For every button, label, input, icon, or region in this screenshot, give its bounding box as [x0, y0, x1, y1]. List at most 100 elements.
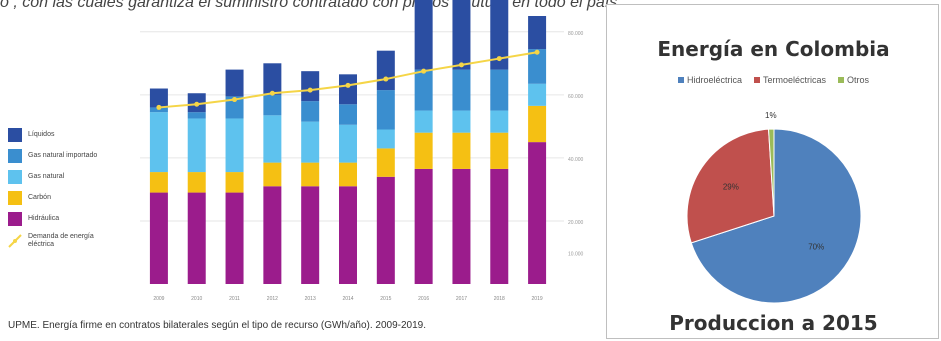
legend-swatch	[8, 128, 22, 142]
pie-slice-label: 70%	[808, 243, 824, 252]
legend-line-icon	[8, 234, 22, 248]
y-tick-label: 20.000	[568, 220, 584, 226]
pie-slice	[768, 128, 775, 217]
bar-segment	[225, 96, 244, 119]
demand-point	[458, 62, 464, 68]
demand-point	[156, 104, 162, 110]
legend-label: Gas natural importado	[28, 152, 98, 159]
bar-segment	[263, 115, 282, 163]
bar-segment	[528, 142, 547, 284]
bar-segment	[452, 110, 471, 133]
bar-segment	[301, 101, 320, 122]
demand-point	[194, 101, 200, 107]
bar-segment	[149, 192, 168, 284]
bar-segment	[490, 168, 509, 284]
bar-segment	[339, 162, 357, 187]
pie-legend-item-hidroelectrica: Hidroeléctrica	[677, 75, 742, 85]
bar-segment	[414, 110, 433, 133]
bar-segment	[187, 172, 206, 193]
x-tick-label: 2014	[342, 296, 353, 302]
bar-segment	[339, 74, 357, 105]
legend-item-liquidos: Líquidos	[8, 128, 128, 142]
bar-segment	[339, 104, 357, 125]
bar-segment	[528, 105, 547, 143]
legend-label: Carbón	[28, 194, 51, 201]
x-tick-label: 2009	[153, 296, 164, 302]
bar-segment	[263, 94, 282, 116]
bar-segment	[263, 162, 282, 187]
bar-segment	[187, 118, 206, 173]
legend-item-demanda: Demanda de energía eléctrica	[8, 233, 128, 249]
bar-segment	[490, 0, 509, 70]
y-tick-label: 10.000	[568, 251, 584, 257]
legend-label: Hidroeléctrica	[686, 75, 742, 85]
bar-segment	[376, 148, 395, 177]
bar-segment	[301, 162, 320, 187]
legend-swatch	[8, 149, 22, 163]
bar-segment	[452, 0, 471, 70]
bar-segment	[376, 176, 395, 284]
demand-point	[383, 76, 389, 82]
legend-item-carbon: Carbón	[8, 191, 128, 205]
bar-segment	[490, 110, 509, 133]
demand-point	[269, 90, 275, 96]
pie-chart-title: Energía en Colombia	[657, 37, 890, 61]
bar-segment	[225, 69, 244, 97]
x-tick-label: 2015	[380, 296, 391, 302]
bar-segment	[187, 112, 206, 119]
bar-segment	[263, 186, 282, 284]
bar-segment	[339, 124, 357, 163]
bar-segment	[452, 168, 471, 284]
pie-slice	[690, 128, 862, 304]
pie-legend-item-otros: Otros	[838, 75, 869, 85]
x-tick-label: 2019	[532, 296, 543, 302]
bar-segment	[414, 132, 433, 169]
bar-segment	[149, 112, 168, 173]
legend-label: Demanda de energía eléctrica	[28, 233, 94, 248]
bar-segment	[490, 132, 509, 169]
legend-swatch	[8, 170, 22, 184]
legend-swatch	[838, 77, 845, 83]
pie-chart-subtitle: Produccion a 2015	[669, 311, 878, 335]
bar-segment	[452, 69, 471, 111]
x-tick-label: 2012	[267, 296, 278, 302]
legend-item-gas-importado: Gas natural importado	[8, 149, 128, 163]
x-tick-label: 2017	[456, 296, 467, 302]
bar-segment	[301, 121, 320, 163]
legend-swatch	[8, 212, 22, 226]
header-text: o , con las cuales garantiza el suminist…	[0, 0, 622, 11]
bar-segment	[376, 90, 395, 130]
demand-point	[232, 97, 238, 103]
pie-chart-legend: Hidroeléctrica Termoeléctricas Otros	[607, 75, 940, 85]
y-tick-label: 60.000	[568, 94, 584, 100]
legend-item-gas-natural: Gas natural	[8, 170, 128, 184]
x-tick-label: 2010	[191, 296, 202, 302]
bar-segment	[376, 129, 395, 149]
pie-slice	[686, 128, 775, 244]
bar-segment	[263, 63, 282, 95]
legend-swatch	[8, 191, 22, 205]
demand-point	[307, 87, 313, 93]
legend-label: Hidráulica	[28, 215, 60, 222]
stacked-bar-chart: 80.000 60.000 40.000 20.000 10.000 2009 2010 20…	[140, 0, 584, 302]
bar-segment	[301, 71, 320, 102]
bar-segment	[414, 168, 433, 284]
bar-segment	[414, 0, 433, 70]
pie-legend-item-termoelectricas: Termoeléctricas	[753, 75, 827, 85]
legend-label: Termoeléctricas	[762, 75, 827, 85]
bar-segment	[225, 118, 244, 173]
bar-segment	[149, 172, 168, 193]
bar-segment	[339, 186, 357, 284]
bar-segment	[225, 172, 244, 193]
legend-label: Gas natural	[28, 173, 65, 180]
pie-slice-label: 1%	[765, 111, 777, 120]
x-tick-label: 2018	[494, 296, 505, 302]
pie-slice-label: 29%	[723, 183, 739, 192]
pie-chart-panel: 70% 29% 1% Energía en Colombia Hidroeléctr…	[606, 4, 939, 339]
demand-point	[345, 82, 351, 88]
legend-item-hidraulica: Hidráulica	[8, 212, 128, 226]
bar-segment	[528, 83, 547, 106]
y-tick-label: 80.000	[568, 31, 584, 37]
legend-label: Líquidos	[28, 131, 55, 138]
bar-segment	[376, 50, 395, 91]
